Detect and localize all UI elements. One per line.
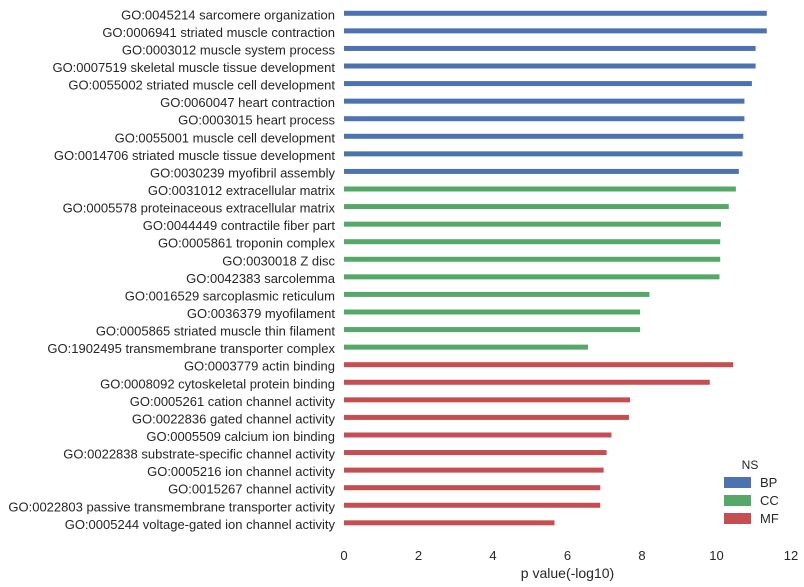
- bar-mf: [344, 467, 604, 473]
- category-label: GO:0045214 sarcomere organization: [121, 7, 335, 22]
- bar-mf: [344, 502, 601, 508]
- category-label: GO:0036379 myofilament: [187, 306, 336, 321]
- x-tick-label: 6: [564, 548, 571, 563]
- category-label: GO:0016529 sarcoplasmic reticulum: [125, 288, 335, 303]
- category-label: GO:0044449 contractile fiber part: [143, 218, 336, 233]
- bar-cc: [344, 274, 720, 280]
- category-label: GO:0003779 actin binding: [184, 359, 335, 374]
- bar-cc: [344, 239, 721, 245]
- x-tick-label: 4: [489, 548, 496, 563]
- x-tick-label: 0: [340, 548, 347, 563]
- x-tick-label: 8: [638, 548, 645, 563]
- category-label: GO:0003015 heart process: [178, 113, 335, 128]
- bar-bp: [344, 45, 756, 51]
- bar-mf: [344, 485, 601, 491]
- legend: NS BP CC MF: [724, 458, 779, 526]
- category-label: GO:0005261 cation channel activity: [130, 394, 336, 409]
- bar-bp: [344, 28, 767, 34]
- category-label: GO:0005865 striated muscle thin filament: [96, 324, 336, 339]
- bar-bp: [344, 168, 739, 174]
- category-label: GO:0003012 muscle system process: [122, 42, 336, 57]
- legend-label-mf: MF: [760, 511, 779, 526]
- bar-cc: [344, 291, 650, 297]
- category-label: GO:0055002 striated muscle cell developm…: [68, 78, 335, 93]
- category-label: GO:0006941 striated muscle contraction: [102, 25, 335, 40]
- category-label: GO:0005861 troponin complex: [158, 236, 336, 251]
- category-label: GO:0022803 passive transmembrane transpo…: [8, 499, 335, 514]
- bar-mf: [344, 432, 612, 438]
- bar-bp: [344, 10, 767, 16]
- bar-cc: [344, 221, 721, 227]
- bar-mf: [344, 520, 555, 526]
- x-tick-label: 10: [709, 548, 723, 563]
- bar-mf: [344, 362, 734, 368]
- bar-bp: [344, 151, 743, 157]
- bar-cc: [344, 186, 736, 192]
- bar-cc: [344, 344, 588, 350]
- bar-bp: [344, 116, 745, 122]
- legend-label-bp: BP: [760, 475, 777, 490]
- category-label: GO:0030018 Z disc: [222, 253, 335, 268]
- bar-cc: [344, 309, 641, 315]
- x-axis-ticks: 0 2 4 6 8 10 12: [340, 548, 798, 563]
- bar-cc: [344, 256, 721, 262]
- legend-title: NS: [742, 458, 759, 472]
- category-label: GO:0014706 striated muscle tissue develo…: [54, 148, 335, 163]
- bar-mf: [344, 414, 629, 420]
- category-labels: GO:0045214 sarcomere organization GO:0006…: [8, 7, 335, 532]
- x-tick-label: 2: [415, 548, 422, 563]
- category-label: GO:0005578 proteinaceous extracellular m…: [63, 201, 336, 216]
- category-label: GO:0008092 cytoskeletal protein binding: [100, 376, 335, 391]
- legend-label-cc: CC: [760, 493, 779, 508]
- bar-mf: [344, 397, 631, 403]
- category-label: GO:0030239 myofibril assembly: [150, 165, 335, 180]
- bar-mf: [344, 450, 607, 456]
- category-label: GO:0031012 extracellular matrix: [148, 183, 336, 198]
- bar-bp: [344, 81, 752, 87]
- category-label: GO:0055001 muscle cell development: [115, 130, 336, 145]
- category-label: GO:0007519 skeletal muscle tissue develo…: [52, 60, 335, 75]
- category-label: GO:0005216 ion channel activity: [147, 464, 335, 479]
- x-tick-label: 12: [784, 548, 798, 563]
- legend-swatch-mf: [724, 513, 751, 524]
- category-label: GO:0022836 gated channel activity: [132, 411, 336, 426]
- bar-bp: [344, 63, 756, 69]
- bar-cc: [344, 204, 729, 210]
- bar-mf: [344, 379, 710, 385]
- category-label: GO:0015267 channel activity: [168, 482, 335, 497]
- category-label: GO:0005509 calcium ion binding: [146, 429, 335, 444]
- category-label: GO:0005244 voltage-gated ion channel act…: [65, 517, 336, 532]
- bars-layer: [344, 10, 767, 526]
- bar-bp: [344, 98, 745, 104]
- bar-bp: [344, 133, 744, 139]
- category-label: GO:1902495 transmembrane transporter com…: [47, 341, 335, 356]
- category-label: GO:0022838 substrate-specific channel ac…: [63, 447, 335, 462]
- category-label: GO:0060047 heart contraction: [160, 95, 335, 110]
- bar-cc: [344, 327, 641, 333]
- legend-swatch-cc: [724, 495, 751, 506]
- x-axis-title: p value(-log10): [521, 565, 614, 581]
- category-label: GO:0042383 sarcolemma: [186, 271, 336, 286]
- legend-swatch-bp: [724, 477, 751, 488]
